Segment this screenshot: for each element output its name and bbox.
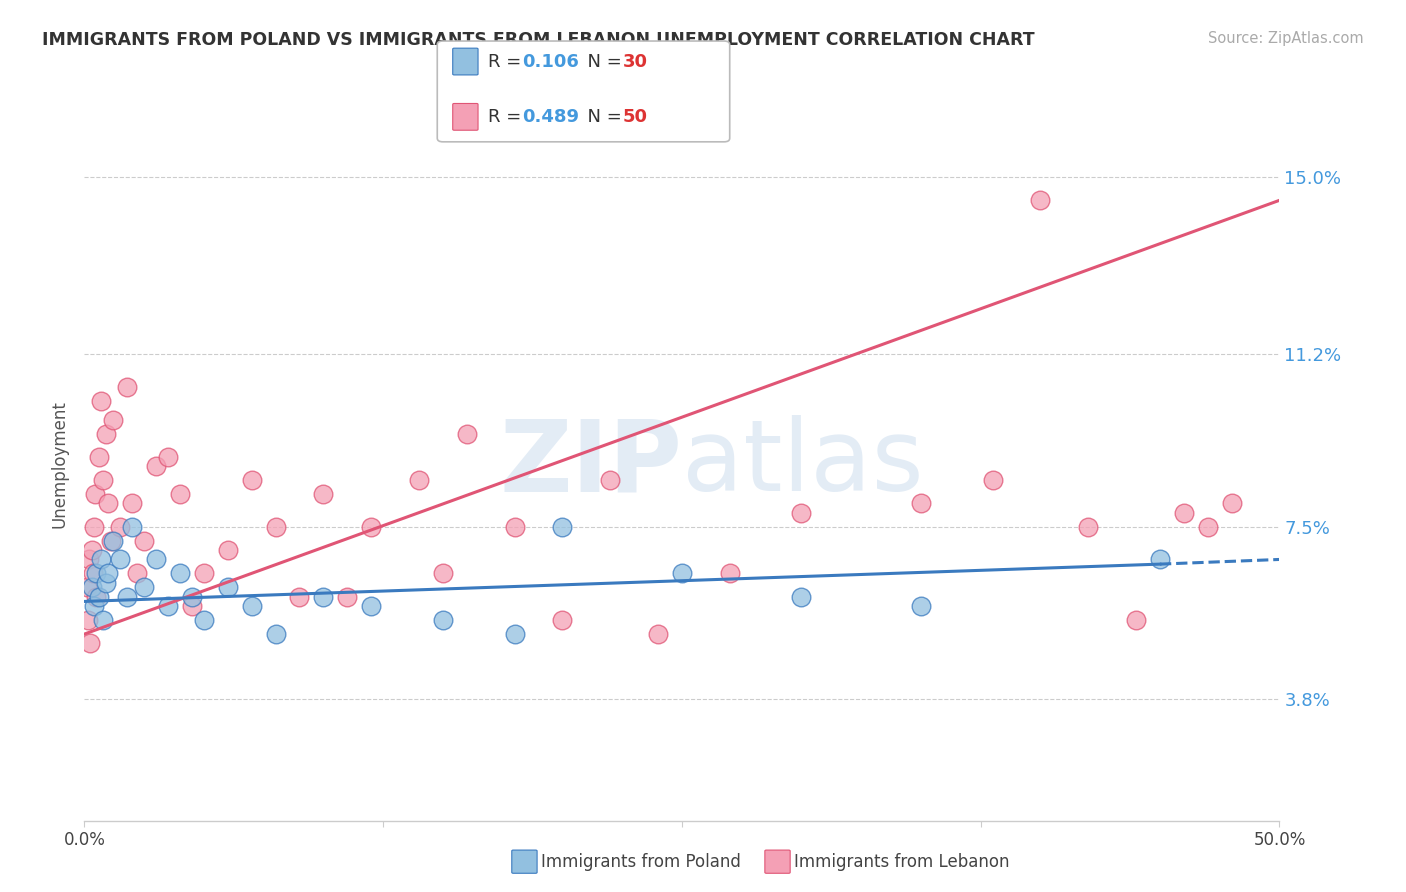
Point xyxy=(79,636,101,650)
Point xyxy=(1197,520,1219,534)
Point xyxy=(217,581,239,595)
Text: 50: 50 xyxy=(623,108,648,126)
Point xyxy=(503,627,526,641)
Point xyxy=(110,520,132,534)
Point xyxy=(145,552,167,566)
Text: R =: R = xyxy=(488,53,527,70)
Point xyxy=(264,520,287,534)
Point xyxy=(83,520,105,534)
Text: 0.489: 0.489 xyxy=(522,108,579,126)
Point xyxy=(671,566,693,581)
Point xyxy=(456,426,478,441)
Point xyxy=(84,487,107,501)
Point xyxy=(97,496,120,510)
Y-axis label: Unemployment: Unemployment xyxy=(51,400,69,528)
Text: IMMIGRANTS FROM POLAND VS IMMIGRANTS FROM LEBANON UNEMPLOYMENT CORRELATION CHART: IMMIGRANTS FROM POLAND VS IMMIGRANTS FRO… xyxy=(42,31,1035,49)
Point xyxy=(80,543,103,558)
Point xyxy=(240,473,263,487)
Point xyxy=(551,520,574,534)
Point xyxy=(101,412,124,426)
Point xyxy=(360,520,382,534)
Text: 0.106: 0.106 xyxy=(522,53,578,70)
Text: ZIP: ZIP xyxy=(499,416,682,512)
Point xyxy=(117,380,139,394)
Point xyxy=(132,533,156,548)
Text: 30: 30 xyxy=(623,53,648,70)
Point xyxy=(718,566,741,581)
Point xyxy=(117,590,139,604)
Point xyxy=(157,599,180,613)
Point xyxy=(1029,194,1052,208)
Point xyxy=(87,590,110,604)
Point xyxy=(217,543,239,558)
Point xyxy=(87,450,110,464)
Text: Immigrants from Lebanon: Immigrants from Lebanon xyxy=(794,853,1010,871)
Point xyxy=(169,566,191,581)
Point xyxy=(121,520,143,534)
Point xyxy=(169,487,191,501)
Point xyxy=(240,599,263,613)
Point xyxy=(181,590,204,604)
Point xyxy=(86,590,108,604)
Point xyxy=(1149,552,1171,566)
Point xyxy=(264,627,287,641)
Point xyxy=(551,613,574,627)
Point xyxy=(1173,506,1195,520)
Point xyxy=(503,520,526,534)
Text: Source: ZipAtlas.com: Source: ZipAtlas.com xyxy=(1208,31,1364,46)
Point xyxy=(181,599,204,613)
Point xyxy=(90,393,112,408)
Point xyxy=(80,581,103,595)
Point xyxy=(132,581,156,595)
Point xyxy=(408,473,430,487)
Point xyxy=(97,566,120,581)
Point xyxy=(1220,496,1243,510)
Text: atlas: atlas xyxy=(682,416,924,512)
Point xyxy=(432,566,454,581)
Point xyxy=(312,590,335,604)
Point xyxy=(93,613,115,627)
Point xyxy=(336,590,359,604)
Point xyxy=(193,566,215,581)
Point xyxy=(910,599,932,613)
Point xyxy=(1077,520,1099,534)
Point xyxy=(125,566,148,581)
Point xyxy=(82,566,104,581)
Point xyxy=(94,426,117,441)
Point xyxy=(981,473,1004,487)
Point xyxy=(157,450,180,464)
Point xyxy=(94,575,117,590)
Text: N =: N = xyxy=(576,53,628,70)
Point xyxy=(77,552,100,566)
Point xyxy=(288,590,311,604)
Point xyxy=(100,533,122,548)
Text: N =: N = xyxy=(576,108,628,126)
Point xyxy=(121,496,143,510)
Point xyxy=(101,533,124,548)
Point xyxy=(93,473,115,487)
Point xyxy=(76,581,98,595)
Point xyxy=(790,590,813,604)
Point xyxy=(312,487,335,501)
Point xyxy=(145,459,167,474)
Text: R =: R = xyxy=(488,108,527,126)
Point xyxy=(910,496,932,510)
Point xyxy=(77,613,100,627)
Point xyxy=(432,613,454,627)
Point xyxy=(193,613,215,627)
Point xyxy=(647,627,669,641)
Point xyxy=(360,599,382,613)
Point xyxy=(790,506,813,520)
Point xyxy=(110,552,132,566)
Point xyxy=(83,599,105,613)
Point xyxy=(86,566,108,581)
Point xyxy=(1125,613,1147,627)
Text: Immigrants from Poland: Immigrants from Poland xyxy=(541,853,741,871)
Point xyxy=(90,552,112,566)
Point xyxy=(599,473,621,487)
